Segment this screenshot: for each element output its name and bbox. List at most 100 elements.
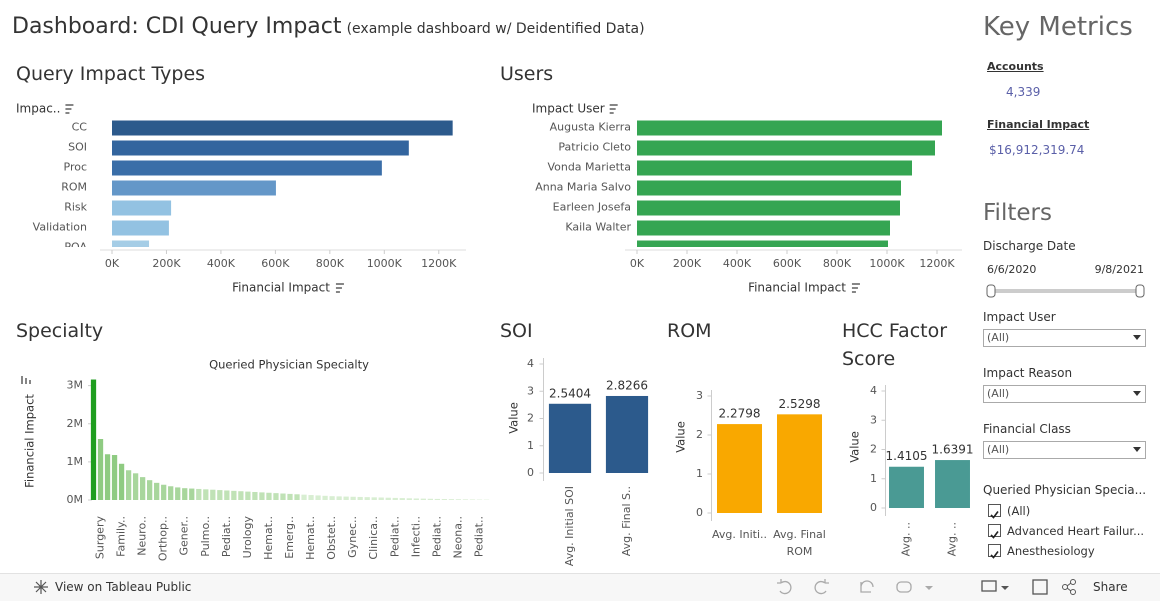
bar: [126, 470, 131, 500]
y-tick-label: 3: [527, 384, 534, 397]
check-mark: [989, 509, 1000, 520]
dropdown-value: (All): [987, 443, 1009, 456]
panel-title: HCC Factor Score: [842, 317, 967, 373]
y-tick-label: 2: [696, 428, 703, 441]
checkbox-label: Advanced Heart Failur...: [1007, 524, 1144, 538]
y-tick-label: CC: [72, 121, 88, 134]
x-tick-label: Obstet..: [325, 516, 338, 560]
fullscreen-icon[interactable]: [1033, 580, 1047, 594]
x-tick-label: Pediat..: [388, 516, 401, 557]
bar: [407, 498, 412, 500]
y-tick-label: Validation: [33, 221, 87, 234]
bar: [161, 485, 166, 500]
x-tick-label: Avg. ..: [900, 522, 913, 556]
bar: [203, 489, 208, 500]
slider-handle[interactable]: [987, 285, 995, 297]
bar: [133, 473, 138, 500]
y-axis-label: Value: [848, 431, 862, 463]
bar: [889, 467, 924, 508]
bar: [358, 497, 363, 500]
x-tick-label: Clinica..: [367, 516, 380, 560]
metric-label: Accounts: [987, 60, 1044, 73]
y-tick-label: Vonda Marietta: [547, 161, 631, 174]
bar: [386, 498, 391, 500]
bar: [98, 439, 103, 500]
bar: [189, 489, 194, 500]
sort-icon: [22, 376, 30, 384]
bar: [175, 487, 180, 500]
y-tick-label: 2: [870, 443, 877, 456]
bar: [112, 201, 171, 216]
x-tick-label: Orthop..: [157, 516, 170, 561]
bar: [637, 121, 942, 136]
y-tick-label: ROM: [61, 181, 87, 194]
bar: [112, 241, 149, 256]
more-arrow[interactable]: [925, 586, 933, 590]
bar: [421, 499, 426, 500]
checkbox[interactable]: [988, 544, 1001, 557]
x-tick-label: Avg. Initi..: [710, 526, 770, 543]
bar: [238, 491, 243, 500]
filter-label: Discharge Date: [983, 239, 1076, 253]
view-link[interactable]: View on Tableau Public: [55, 580, 191, 594]
plot-area: Avg. Initial SOI Avg. Final S..: [563, 486, 633, 566]
x-tick-label: Pediat..: [220, 516, 233, 557]
dropdown-arrow: [1133, 391, 1141, 397]
checkbox-label: (All): [1007, 504, 1030, 518]
y-tick-label: 1: [527, 439, 534, 452]
filter-label: Impact User: [983, 310, 1056, 324]
y-tick-label: 1M: [67, 455, 84, 468]
dropdown[interactable]: (All): [983, 329, 1146, 347]
sort-icon: [610, 105, 618, 113]
slider-handle[interactable]: [1136, 285, 1144, 297]
revert-icon[interactable]: [861, 581, 873, 592]
x-tick-label: Avg. Initial SOI: [563, 486, 576, 566]
x-tick-label: Urology: [241, 516, 254, 559]
redo-icon[interactable]: [815, 579, 829, 594]
bar: [428, 499, 433, 500]
x-tick-label: Neona..: [451, 516, 464, 558]
x-tick-label: 200K: [152, 257, 181, 270]
dropdown[interactable]: (All): [983, 385, 1146, 403]
y-tick-label: 3: [870, 413, 877, 426]
check-mark: [989, 529, 1000, 540]
bar: [210, 490, 215, 500]
bar: [717, 424, 762, 513]
undo-icon[interactable]: [777, 579, 791, 594]
checkbox[interactable]: [988, 504, 1001, 517]
share-button[interactable]: Share: [1093, 580, 1128, 594]
y-tick-label: POA: [64, 241, 87, 254]
dropdown-arrow: [1133, 335, 1141, 341]
panel-title: SOI: [500, 317, 533, 345]
bar: [266, 493, 271, 500]
checkbox[interactable]: [988, 524, 1001, 537]
bar: [112, 121, 453, 136]
bar: [456, 499, 461, 500]
bar: [154, 483, 159, 500]
bar: [637, 141, 935, 156]
dropdown[interactable]: (All): [983, 441, 1146, 459]
y-tick-label: 0: [527, 466, 534, 479]
y-tick-label: 3M: [67, 379, 84, 392]
metric-value: 4,339: [1006, 85, 1040, 99]
date-slider[interactable]: [984, 283, 1148, 299]
x-tick-label: Avg. Final S..: [620, 486, 633, 556]
bar: [245, 492, 250, 500]
bar: [112, 455, 117, 500]
x-tick-label: 1000K: [869, 257, 905, 270]
download-icon[interactable]: [982, 581, 996, 591]
value-label: 2.8266: [606, 378, 648, 392]
checkbox-label: Anesthesiology: [1007, 544, 1095, 558]
bar: [308, 495, 313, 500]
date-end: 9/8/2021: [1095, 263, 1144, 276]
check-mark: [989, 549, 1000, 560]
bar: [224, 490, 229, 500]
panel-title: Query Impact Types: [16, 60, 205, 88]
bar: [351, 497, 356, 500]
x-axis-label: Financial Impact: [748, 281, 846, 295]
x-tick-label: 0K: [105, 257, 120, 270]
dashboard-title: Dashboard: CDI Query Impact: [12, 14, 341, 39]
refresh-icon[interactable]: [897, 582, 911, 592]
x-tick-label: 1000K: [367, 257, 403, 270]
